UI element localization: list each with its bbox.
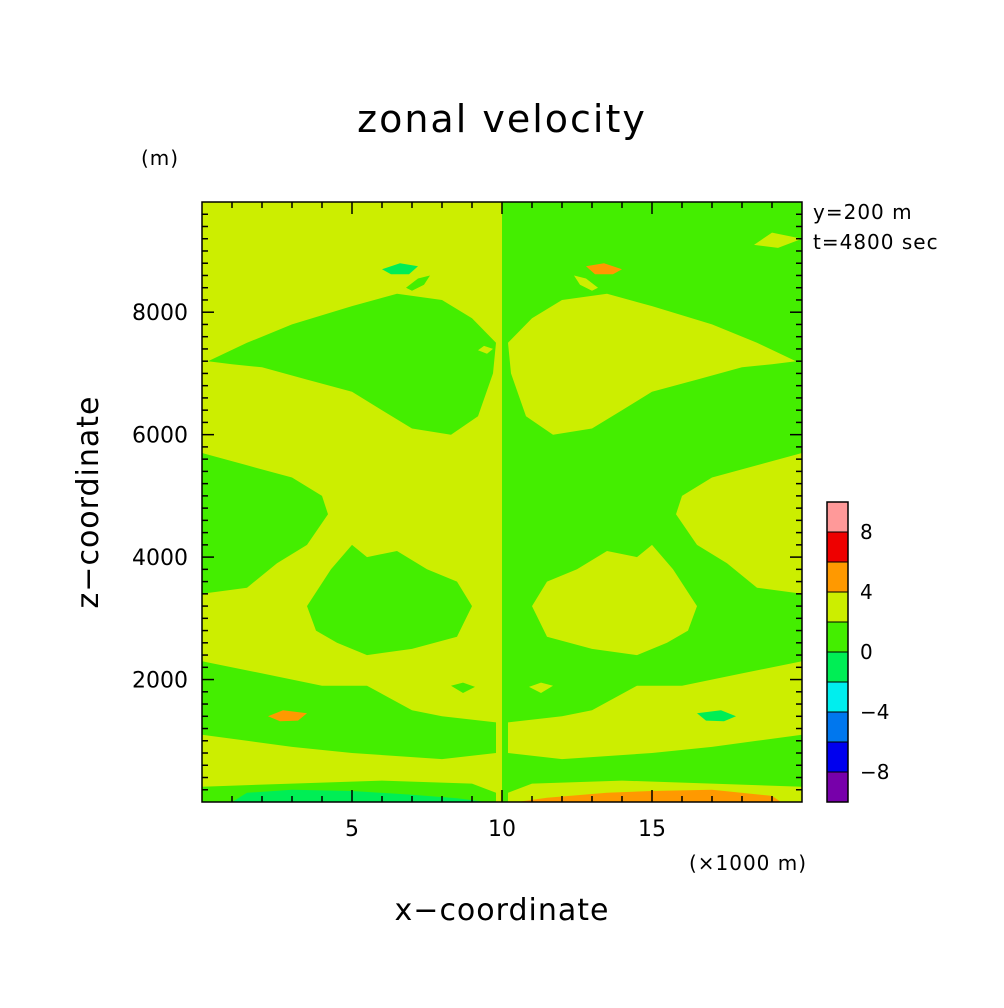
contour-region-16 bbox=[586, 263, 622, 275]
contour-region-5 bbox=[202, 453, 328, 594]
contour-region-3 bbox=[208, 293, 496, 435]
y-axis-unit: (m) bbox=[141, 146, 179, 170]
annotation-t: t=4800 sec bbox=[813, 230, 939, 254]
annotation-y: y=200 m bbox=[813, 200, 913, 224]
colorbar-label: 8 bbox=[860, 520, 873, 544]
colorbar-swatch bbox=[826, 621, 849, 653]
contour-region-20 bbox=[697, 710, 736, 722]
colorbar-frame bbox=[826, 501, 849, 803]
y-tick-label: 2000 bbox=[132, 669, 188, 694]
colorbar-label: 0 bbox=[860, 640, 873, 664]
contour-region-4 bbox=[508, 293, 796, 435]
contour-region-8 bbox=[532, 544, 697, 656]
colorbar-swatch bbox=[826, 741, 849, 773]
colorbar-label: −8 bbox=[860, 760, 889, 784]
y-tick-label: 6000 bbox=[132, 424, 188, 449]
contour-region-18 bbox=[574, 275, 598, 291]
colorbar-swatch bbox=[826, 501, 849, 533]
y-axis-ticks: 2000 4000 6000 8000 bbox=[132, 213, 802, 791]
y-tick-label: 4000 bbox=[132, 546, 188, 571]
colorbar-swatch bbox=[826, 651, 849, 683]
contour-region-2 bbox=[754, 232, 802, 248]
x-tick-label: 15 bbox=[638, 817, 666, 842]
x-axis-ticks: 5 10 15 bbox=[231, 202, 773, 842]
contour-region-6 bbox=[676, 453, 802, 594]
contour-region-19 bbox=[268, 710, 307, 722]
contour-region-10 bbox=[508, 661, 802, 760]
x-axis-label: x−coordinate bbox=[395, 893, 610, 928]
contour-region-15 bbox=[382, 263, 418, 275]
x-tick-label: 5 bbox=[345, 817, 359, 842]
contour-region-9 bbox=[202, 661, 496, 760]
colorbar-swatch bbox=[826, 531, 849, 563]
contour-region-13 bbox=[232, 789, 487, 802]
colorbar-swatch bbox=[826, 681, 849, 713]
contour-region-17 bbox=[406, 275, 430, 291]
colorbar-swatch bbox=[826, 591, 849, 623]
colorbar-label: −4 bbox=[860, 700, 889, 724]
contour-region-7 bbox=[307, 544, 472, 656]
chart-title: zonal velocity bbox=[357, 97, 647, 141]
contour-region-21 bbox=[451, 682, 475, 693]
colorbar-label: 4 bbox=[860, 580, 873, 604]
contour-region-22 bbox=[529, 682, 553, 693]
colorbar-swatch bbox=[826, 771, 849, 803]
x-tick-label: 10 bbox=[488, 817, 516, 842]
y-tick-label: 8000 bbox=[132, 301, 188, 326]
contour-region-1 bbox=[202, 232, 247, 248]
colorbar-swatch bbox=[826, 711, 849, 743]
colorbar-swatch bbox=[826, 561, 849, 593]
x-axis-unit: (×1000 m) bbox=[689, 851, 807, 875]
contour-region-23 bbox=[478, 345, 493, 354]
contour-fill bbox=[202, 202, 802, 802]
y-axis-label: z−coordinate bbox=[71, 396, 106, 609]
colorbar: −8 −4 0 4 8 bbox=[826, 501, 889, 803]
contour-region-14 bbox=[517, 789, 781, 802]
